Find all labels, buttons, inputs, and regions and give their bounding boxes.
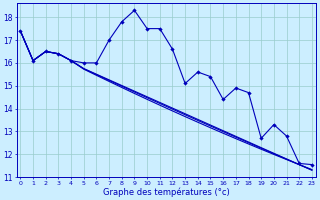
X-axis label: Graphe des températures (°c): Graphe des températures (°c) xyxy=(103,187,229,197)
